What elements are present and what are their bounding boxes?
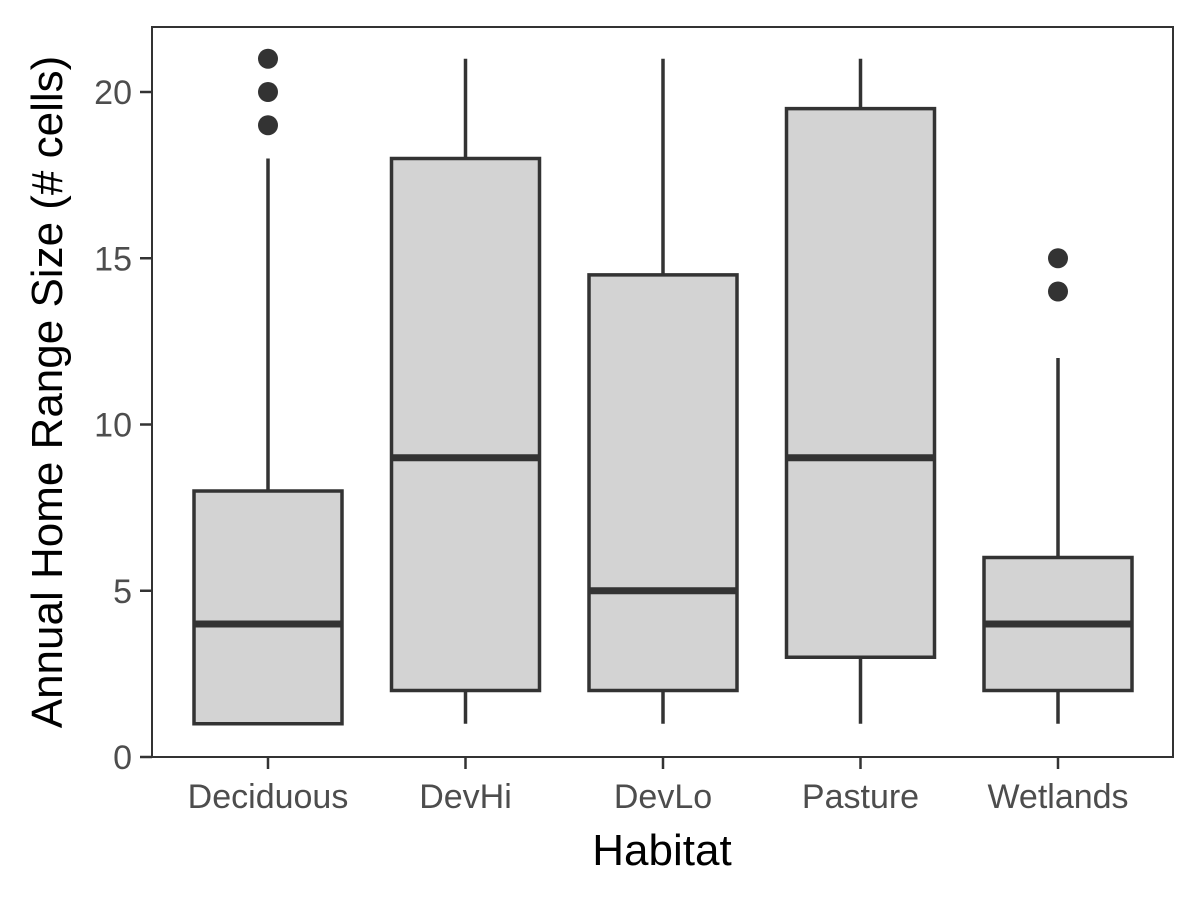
outlier-point [1048, 248, 1068, 269]
box [784, 106, 937, 659]
y-tick-label: 0 [113, 739, 132, 777]
x-tick-label: DevHi [419, 778, 512, 816]
box-group-deciduous [192, 48, 344, 726]
box-group-pasture [784, 58, 937, 724]
outlier-point [258, 82, 278, 102]
box-group-devlo [587, 58, 739, 724]
x-tick-label: DevLo [614, 778, 712, 816]
box [587, 273, 739, 693]
outlier-point [258, 48, 278, 69]
x-tick-label: Pasture [802, 778, 919, 816]
box-group-wetlands [982, 248, 1134, 724]
x-axis-title: Habitat [592, 826, 731, 875]
y-tick-label: 5 [113, 573, 132, 611]
y-axis-title: Annual Home Range Size (# cells) [23, 56, 72, 729]
outlier-point [258, 115, 278, 136]
x-axis: Deciduous DevHi DevLo Pasture Wetlands [188, 757, 1129, 816]
x-tick-label: Wetlands [987, 778, 1128, 816]
box [192, 489, 344, 726]
outlier-point [1048, 281, 1068, 302]
y-tick-label: 20 [94, 74, 132, 112]
box [389, 156, 542, 693]
x-tick-label: Deciduous [188, 778, 349, 816]
y-tick-label: 10 [94, 407, 132, 445]
plot-area [192, 48, 1134, 726]
y-tick-label: 15 [94, 240, 132, 278]
y-axis: 0 5 10 15 20 [94, 74, 152, 777]
box-group-devhi [389, 58, 542, 724]
